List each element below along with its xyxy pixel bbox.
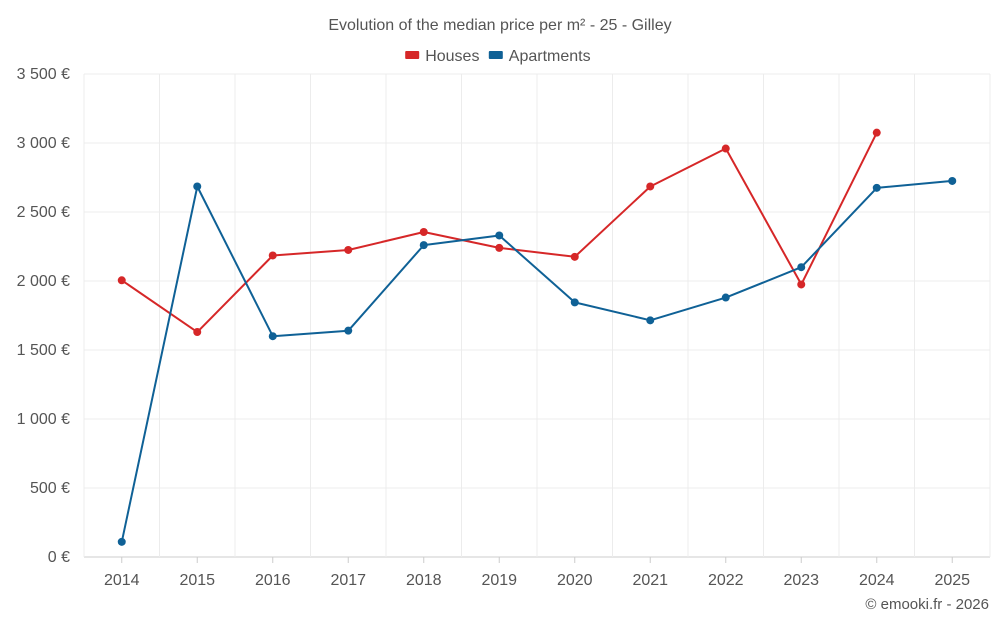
credit-text: © emooki.fr - 2026 bbox=[865, 596, 989, 613]
series-apartments bbox=[117, 176, 957, 546]
grid bbox=[83, 73, 991, 558]
y-axis: 0 € 500 € 1 000 € 1 500 € 2 000 € 2 500 € 3 00… bbox=[17, 66, 70, 566]
series-line-apartments bbox=[120, 179, 953, 543]
y-tick-label: 3 500 € bbox=[17, 66, 70, 83]
data-point-apartments bbox=[419, 241, 428, 250]
data-point-apartments bbox=[193, 182, 202, 191]
data-point-houses bbox=[419, 228, 428, 237]
legend: Houses Apartments bbox=[405, 48, 591, 65]
data-point-apartments bbox=[646, 316, 655, 325]
data-point-apartments bbox=[344, 326, 353, 335]
data-point-houses bbox=[872, 128, 881, 137]
data-point-houses bbox=[268, 251, 277, 260]
y-tick-label: 500 € bbox=[30, 480, 70, 497]
data-point-apartments bbox=[495, 231, 504, 240]
y-tick-label: 1 500 € bbox=[17, 342, 70, 359]
x-tick-label: 2015 bbox=[179, 572, 215, 589]
x-tick-label: 2021 bbox=[632, 572, 668, 589]
legend-label-apartments: Apartments bbox=[509, 48, 591, 65]
legend-item-houses: Houses bbox=[405, 48, 479, 65]
y-tick-label: 2 000 € bbox=[17, 273, 70, 290]
data-point-apartments bbox=[721, 293, 730, 302]
data-point-houses bbox=[797, 280, 806, 289]
data-point-apartments bbox=[570, 298, 579, 307]
chart-title: Evolution of the median price per m² - 2… bbox=[328, 17, 671, 34]
x-tick-label: 2016 bbox=[255, 572, 291, 589]
x-axis: 2014 2015 2016 2017 2018 2019 2020 2021 2022 2023… bbox=[104, 557, 970, 589]
series-houses bbox=[117, 128, 881, 337]
legend-label-houses: Houses bbox=[425, 48, 479, 65]
y-tick-label: 0 € bbox=[48, 549, 70, 566]
legend-swatch-apartments bbox=[488, 51, 503, 59]
data-point-houses bbox=[495, 243, 504, 252]
x-tick-label: 2025 bbox=[934, 572, 970, 589]
x-tick-label: 2018 bbox=[406, 572, 442, 589]
data-point-houses bbox=[570, 252, 579, 261]
x-tick-label: 2023 bbox=[783, 572, 819, 589]
x-tick-label: 2024 bbox=[859, 572, 895, 589]
data-point-houses bbox=[193, 328, 202, 337]
y-tick-label: 1 000 € bbox=[17, 411, 70, 428]
x-tick-label: 2014 bbox=[104, 572, 140, 589]
x-tick-label: 2017 bbox=[330, 572, 366, 589]
x-tick-label: 2022 bbox=[708, 572, 744, 589]
data-point-houses bbox=[646, 182, 655, 191]
data-point-houses bbox=[344, 245, 353, 254]
x-tick-label: 2020 bbox=[557, 572, 593, 589]
series-layer bbox=[117, 128, 957, 546]
y-tick-label: 3 000 € bbox=[17, 135, 70, 152]
data-point-apartments bbox=[948, 176, 957, 185]
data-point-apartments bbox=[872, 183, 881, 192]
legend-swatch-houses bbox=[405, 51, 420, 59]
legend-item-apartments: Apartments bbox=[488, 48, 591, 65]
y-tick-label: 2 500 € bbox=[17, 204, 70, 221]
data-point-apartments bbox=[268, 332, 277, 341]
data-point-apartments bbox=[117, 537, 126, 546]
data-point-apartments bbox=[797, 263, 806, 272]
x-tick-label: 2019 bbox=[481, 572, 517, 589]
data-point-houses bbox=[721, 144, 730, 153]
data-point-houses bbox=[117, 276, 126, 285]
